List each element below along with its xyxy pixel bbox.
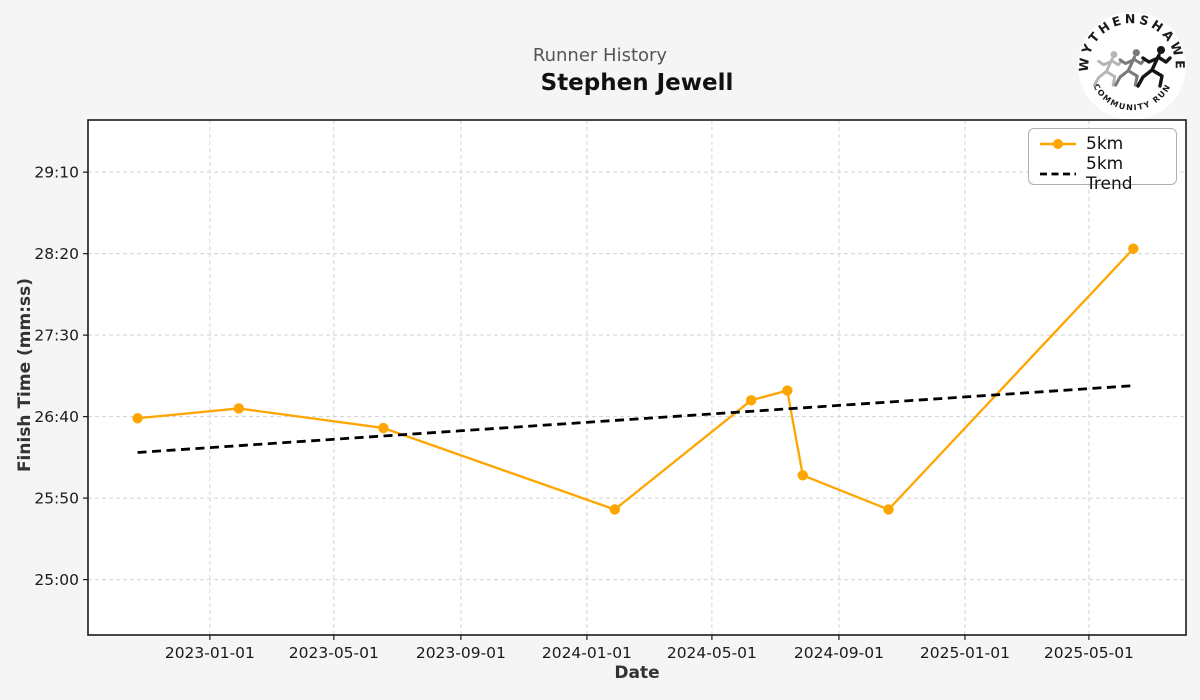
legend-item-5km: 5km bbox=[1039, 134, 1166, 154]
x-tick-label: 2025-01-01 bbox=[920, 644, 1010, 662]
x-tick-label: 2023-05-01 bbox=[289, 644, 379, 662]
data-point-marker bbox=[883, 504, 894, 515]
club-logo-svg: WYTHENSHAWE COMMUNITY RUN bbox=[1076, 11, 1186, 120]
plot-border bbox=[87, 119, 1187, 636]
data-point-marker bbox=[132, 413, 143, 424]
data-point-marker bbox=[1128, 243, 1139, 254]
data-point-marker bbox=[609, 504, 620, 515]
runner-name-title: Stephen Jewell bbox=[540, 70, 734, 96]
y-tick-label: 25:00 bbox=[34, 571, 79, 589]
x-tick-label: 2025-05-01 bbox=[1044, 644, 1134, 662]
legend-swatch-5km-icon bbox=[1040, 139, 1076, 149]
legend-swatch-5km-trend-icon bbox=[1040, 172, 1076, 176]
x-axis-label: Date bbox=[614, 663, 660, 683]
series-line-5km-trend bbox=[137, 384, 1134, 454]
club-logo: WYTHENSHAWE COMMUNITY RUN bbox=[1076, 10, 1188, 122]
x-tick-label: 2023-09-01 bbox=[416, 644, 506, 662]
x-tick-label: 2024-05-01 bbox=[667, 644, 757, 662]
legend: 5km 5km Trend bbox=[1028, 128, 1177, 194]
data-point-marker bbox=[745, 395, 757, 406]
y-tick-label: 28:20 bbox=[34, 245, 79, 263]
x-tick-label: 2023-01-01 bbox=[165, 644, 255, 662]
x-tick-label: 2024-01-01 bbox=[542, 644, 632, 662]
legend-label-5km: 5km bbox=[1086, 134, 1124, 154]
x-tick-label: 2024-09-01 bbox=[794, 644, 884, 662]
legend-item-5km-trend: 5km Trend bbox=[1039, 154, 1166, 194]
plot-background bbox=[88, 120, 1186, 635]
data-point-marker bbox=[378, 422, 389, 434]
legend-label-5km-trend: 5km Trend bbox=[1086, 154, 1133, 194]
data-point-marker bbox=[797, 470, 808, 481]
y-tick-label: 27:30 bbox=[34, 327, 79, 345]
data-point-marker bbox=[233, 403, 245, 414]
y-tick-label: 29:10 bbox=[34, 164, 79, 182]
y-tick-label: 25:50 bbox=[34, 490, 79, 508]
y-tick-label: 26:40 bbox=[34, 408, 79, 426]
data-point-marker bbox=[782, 385, 793, 396]
y-axis-label: Finish Time (mm:ss) bbox=[15, 277, 35, 473]
chart-title: Runner History bbox=[532, 45, 668, 66]
